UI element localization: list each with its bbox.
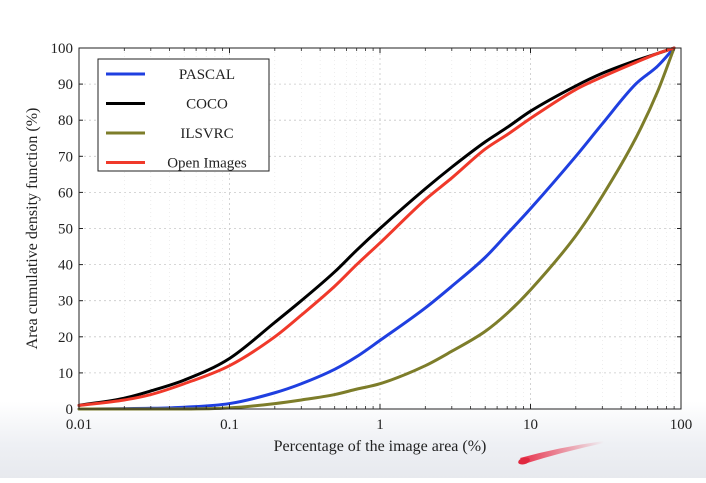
legend: PASCAL COCO ILSVRC Open Images [97, 58, 270, 172]
x-tick-label: 10 [523, 417, 538, 433]
x-tick-label: 0.01 [66, 417, 92, 433]
x-tick-label: 1 [376, 417, 384, 433]
x-tick-label: 100 [670, 417, 693, 433]
legend-label: PASCAL [179, 67, 235, 83]
legend-box [97, 58, 270, 172]
series-lines [77, 46, 676, 411]
legend-item-coco: COCO [106, 97, 228, 113]
legend-item-ilsvrc: ILSVRC [106, 126, 234, 142]
y-tick-label: 40 [58, 258, 73, 274]
y-tick-label: 100 [51, 41, 74, 57]
series-line-ilsvrc [77, 46, 676, 411]
legend-label: COCO [186, 97, 228, 113]
x-tick-labels: 0.01 0.1 1 10 100 [66, 417, 692, 433]
y-tick-label: 10 [58, 366, 73, 382]
y-tick-label: 20 [58, 330, 73, 346]
legend-label: ILSVRC [180, 126, 233, 142]
series-line-coco [77, 46, 676, 407]
ticks [78, 47, 682, 410]
series-line-pascal [77, 46, 676, 411]
legend-label: Open Images [167, 156, 247, 172]
y-tick-label: 80 [58, 113, 73, 129]
legend-item-open-images: Open Images [106, 156, 247, 172]
y-tick-labels: 0 10 20 30 40 50 60 70 80 90 100 [51, 41, 74, 418]
x-axis-title: Percentage of the image area (%) [274, 438, 487, 455]
series-line-open-images [77, 46, 676, 407]
y-axis-title: Area cumulative density function (%) [24, 108, 41, 350]
x-tick-label: 0.1 [220, 417, 239, 433]
legend-items: PASCAL COCO ILSVRC Open Images [106, 67, 247, 172]
grid [79, 48, 681, 409]
y-tick-label: 60 [58, 185, 73, 201]
y-tick-label: 50 [58, 222, 73, 238]
y-tick-label: 30 [58, 294, 73, 310]
legend-item-pascal: PASCAL [106, 67, 235, 83]
y-tick-label: 70 [58, 149, 73, 165]
y-tick-label: 90 [58, 77, 73, 93]
y-tick-label: 0 [66, 402, 74, 418]
